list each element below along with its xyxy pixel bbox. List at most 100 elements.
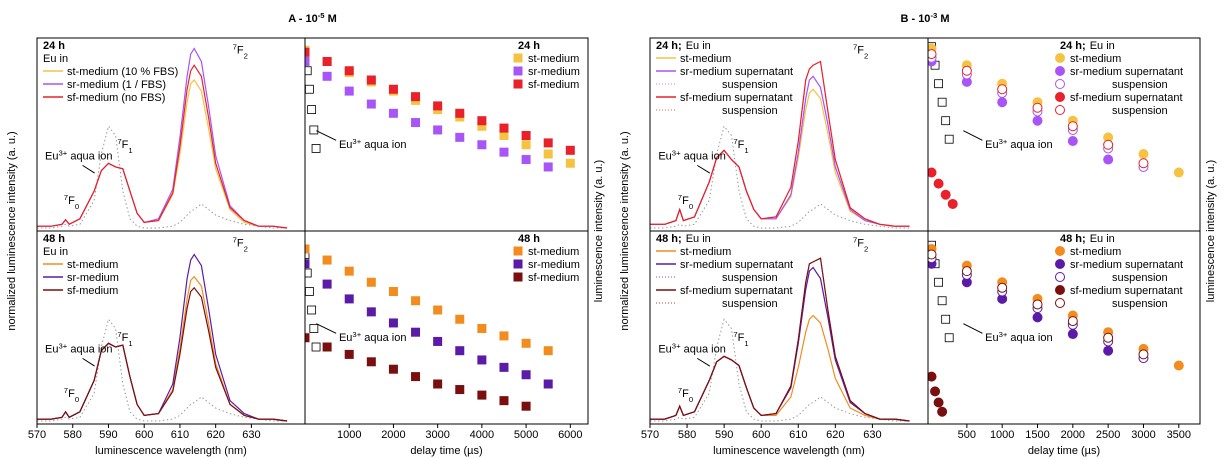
text-part: 0 [689,394,693,403]
text-part: 1 [128,146,132,155]
data-point [344,294,354,304]
legend-label: suspension [1112,272,1168,284]
data-point [411,118,421,128]
data-point [928,371,937,382]
y2-axis-label: luminescence intensity (a. u.) [1205,160,1217,302]
x-tick-label: 1000 [990,429,1014,441]
legend-swatch [1055,66,1065,76]
data-point [344,86,354,96]
data-point [499,396,509,406]
data-point [455,346,465,356]
data-point [1103,345,1114,356]
text-part: aqua ion [681,344,726,356]
data-point [322,255,332,265]
panel-frame [927,230,1201,425]
legend-swatch [1055,285,1065,295]
data-point [947,198,958,209]
text-part: 1 [128,339,132,348]
text-part: Eu [339,332,352,344]
data-point [366,307,376,317]
data-point [477,355,487,365]
data-point [388,84,398,94]
annotation: 7F1 [733,137,748,155]
x-tick-label: 1000 [337,429,361,441]
text-part: 7 [233,235,237,244]
annotation-arrow [696,357,711,367]
annotation-arrow [696,164,711,174]
data-point [305,333,310,343]
text-part: F [857,44,864,56]
data-point [928,49,937,60]
legend-label: sf-medium [528,272,579,284]
legend-label: suspension [1112,105,1168,117]
text-part: 3+ [59,341,68,350]
annotation: 7F2 [233,235,248,253]
text-part: F [68,388,75,400]
data-point [411,327,421,337]
annotation: Eu3+ aqua ion [45,341,113,356]
text-part: -3 [930,11,937,20]
legend-label: sr-medium (1 / FBS) [67,79,166,91]
data-point [933,178,944,189]
annotation-arrow [316,323,337,334]
legend-title: 24 h; [1060,40,1086,52]
text-part: 2 [864,51,868,60]
data-point [477,390,487,400]
data-point [997,97,1008,108]
x-tick-label: 580 [64,429,82,441]
annotation: Eu3+ aqua ion [985,330,1053,345]
legend-swatch [1055,259,1065,269]
legend-label: st-medium [528,246,579,258]
reference-point [937,296,947,306]
reference-point [309,324,319,333]
legend-label: suspension [722,105,778,117]
plot-area [650,60,910,229]
reference-point [305,84,314,94]
x-tick-label: 2000 [1061,429,1085,441]
reference-point [944,333,954,343]
text-part: Eu [658,344,671,356]
data-point [305,259,310,269]
text-part: M [937,13,949,25]
data-point [933,397,944,408]
text-part: F [738,332,745,344]
reference-point [305,250,310,259]
text-part: F [237,44,244,56]
legend-label: st-medium [680,246,731,258]
reference-point [305,287,314,296]
annotation: Eu3+ aqua ion [45,148,113,163]
legend-subtitle: Eu in [43,53,68,65]
data-point [322,342,332,352]
reference-line [37,125,288,229]
data-point [366,75,376,85]
text-part: 3+ [672,148,681,157]
data-point [388,364,398,374]
data-point [521,155,531,165]
reference-point [305,66,312,76]
text-part: 0 [75,394,79,403]
data-point [305,57,310,66]
y-axis-label: normalized luminescence intensity (a. u.… [619,131,631,330]
x-tick-label: 500 [958,429,976,441]
legend-swatch [1055,92,1065,102]
legend-label: sr-medium supernatant [1070,66,1183,78]
annotation: Eu3+ aqua ion [339,330,407,345]
x-axis-label: luminescence wavelength (nm) [95,445,247,457]
legend-title: 24 h; [656,40,682,52]
reference-point [941,314,951,324]
x-axis-label: delay time (µs) [410,445,482,457]
text-part: 7 [853,42,857,51]
annotation-arrow [316,130,337,141]
plot-area [37,253,288,422]
legend-swatch [1055,272,1065,282]
x-tick-label: 570 [641,429,659,441]
data-point [499,123,509,133]
data-point [1067,136,1078,147]
legend-label: sr-medium supernatant [1070,259,1183,271]
annotation-arrow [963,323,983,334]
data-point [521,370,531,380]
text-part: 2 [244,244,248,253]
text-part: 3+ [59,148,68,157]
data-point [1173,167,1184,178]
text-part: 3+ [999,330,1008,339]
